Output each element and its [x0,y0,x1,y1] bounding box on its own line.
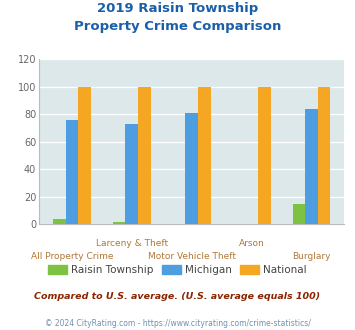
Bar [113,222,125,224]
Bar [78,87,91,224]
Bar [293,204,305,224]
Text: Property Crime Comparison: Property Crime Comparison [74,20,281,33]
Bar [53,219,66,224]
Text: Larceny & Theft: Larceny & Theft [96,239,168,248]
Text: © 2024 CityRating.com - https://www.cityrating.com/crime-statistics/: © 2024 CityRating.com - https://www.city… [45,319,310,328]
Bar [185,113,198,224]
Text: Compared to U.S. average. (U.S. average equals 100): Compared to U.S. average. (U.S. average … [34,292,321,301]
Text: Arson: Arson [239,239,264,248]
Text: Motor Vehicle Theft: Motor Vehicle Theft [148,252,236,261]
Bar [66,120,78,224]
Legend: Raisin Township, Michigan, National: Raisin Township, Michigan, National [44,261,311,280]
Bar [258,87,271,224]
Bar [198,87,211,224]
Bar [305,109,318,224]
Bar [125,124,138,224]
Bar [138,87,151,224]
Text: Burglary: Burglary [292,252,331,261]
Bar [318,87,331,224]
Text: 2019 Raisin Township: 2019 Raisin Township [97,2,258,15]
Text: All Property Crime: All Property Crime [31,252,113,261]
